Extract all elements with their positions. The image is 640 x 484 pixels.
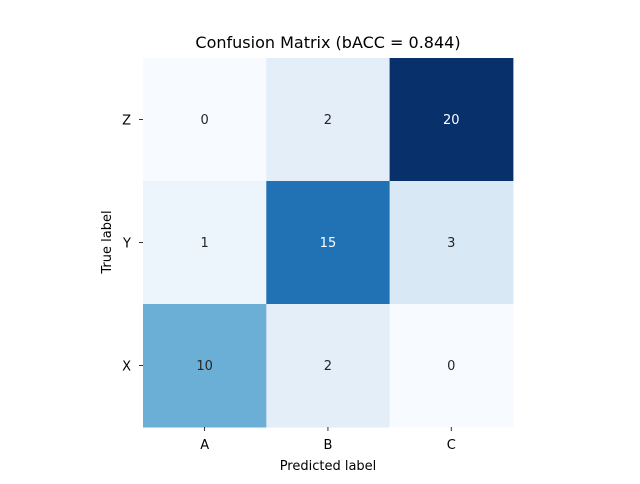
cell-value-label: 20 [443,113,460,128]
x-tick-label: B [323,438,332,453]
cell-value-label: 2 [324,359,332,374]
cell-value-label: 15 [320,236,337,251]
heatmap-cell [143,181,267,305]
heatmap-cell [266,181,391,305]
y-tick-label: X [122,360,131,375]
heatmap-cell [389,304,514,428]
x-axis: A B C [200,427,456,453]
cell-value-label: 3 [447,236,455,251]
x-tick-label: C [447,438,456,453]
heatmap-cell [143,58,267,182]
cell-value-label: 1 [201,236,209,251]
heatmap-cell [143,304,267,428]
heatmap-cell [389,181,514,305]
cell-value-label: 0 [201,113,209,128]
heatmap-cells [143,58,514,428]
heatmap-cell [266,58,391,182]
cell-value-label: 2 [324,113,332,128]
x-tick-label: A [200,438,209,453]
y-axis-label: True label [100,210,115,274]
y-tick-label: Y [122,237,131,252]
chart-title: Confusion Matrix (bACC = 0.844) [195,33,460,52]
y-tick-label: Z [122,114,131,129]
y-axis: Z Y X [122,114,143,375]
heatmap-cell-labels: 0 2 201 15 310 2 0 [196,113,459,374]
heatmap-cell [389,58,514,182]
cell-value-label: 10 [196,359,213,374]
x-axis-label: Predicted label [280,459,377,474]
heatmap-cell [266,304,391,428]
cell-value-label: 0 [447,359,455,374]
